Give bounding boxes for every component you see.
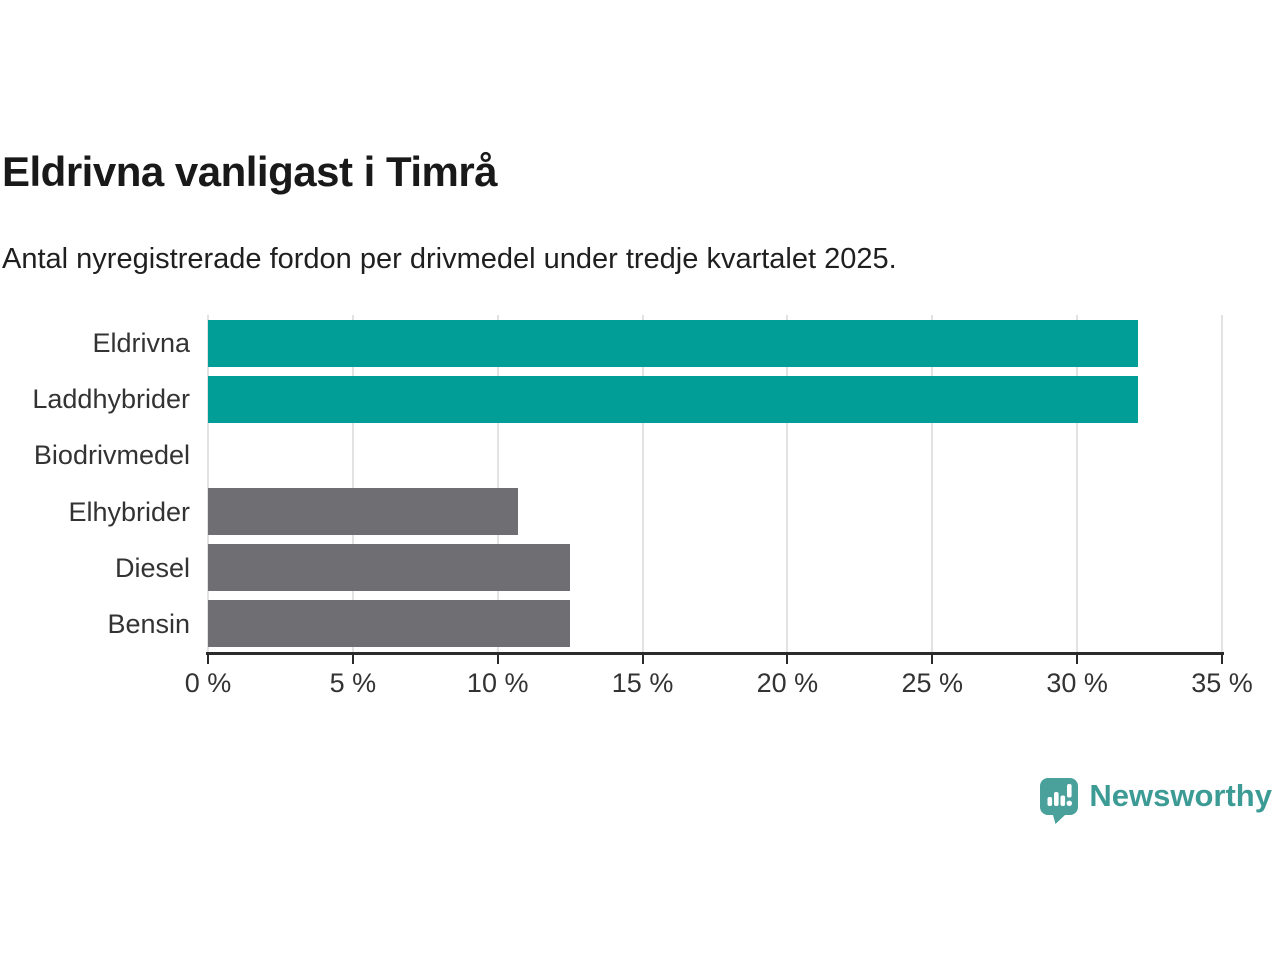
category-label: Diesel (114, 552, 190, 583)
newsworthy-brand: Newsworthy (1039, 777, 1272, 824)
x-axis-tick (1076, 655, 1079, 664)
x-tick-label: 5 % (329, 668, 377, 698)
gridline (1076, 315, 1079, 652)
x-tick-label: 20 % (756, 668, 819, 698)
x-axis-line (206, 652, 1224, 655)
gridline (786, 315, 789, 652)
category-label: Biodrivmedel (33, 440, 190, 471)
x-tick-label: 30 % (1046, 668, 1108, 698)
category-label: Bensin (107, 608, 190, 639)
chart-title: Eldrivna vanligast i Timrå (2, 148, 498, 195)
x-tick-label: 35 % (1191, 668, 1253, 698)
x-axis-tick (931, 655, 934, 664)
newsworthy-logo-icon (1040, 778, 1079, 824)
x-axis-tick (786, 655, 789, 664)
bar (208, 600, 571, 648)
gridline (931, 315, 934, 652)
gridline (641, 315, 644, 652)
category-label: Laddhybrider (32, 384, 190, 415)
x-axis-tick (207, 655, 209, 664)
category-label: Elhybrider (68, 496, 190, 527)
x-tick-label: 10 % (466, 668, 529, 698)
bar (208, 488, 518, 536)
x-axis-tick (1221, 655, 1223, 664)
x-axis-tick (351, 655, 354, 664)
gridline (496, 315, 499, 652)
gridline (351, 315, 354, 652)
bar (208, 319, 1138, 367)
gridline (207, 315, 209, 652)
gridline (1221, 315, 1223, 652)
x-tick-label: 25 % (901, 668, 964, 698)
x-tick-label: 0 % (184, 668, 232, 698)
newsworthy-wordmark: Newsworthy (1089, 778, 1272, 813)
x-axis-tick (641, 655, 644, 664)
category-label: Eldrivna (92, 328, 190, 359)
bar (208, 544, 571, 592)
bar (208, 375, 1138, 423)
x-axis-tick (496, 655, 499, 664)
x-tick-label: 15 % (611, 668, 674, 698)
chart-subtitle: Antal nyregistrerade fordon per drivmede… (2, 243, 897, 275)
